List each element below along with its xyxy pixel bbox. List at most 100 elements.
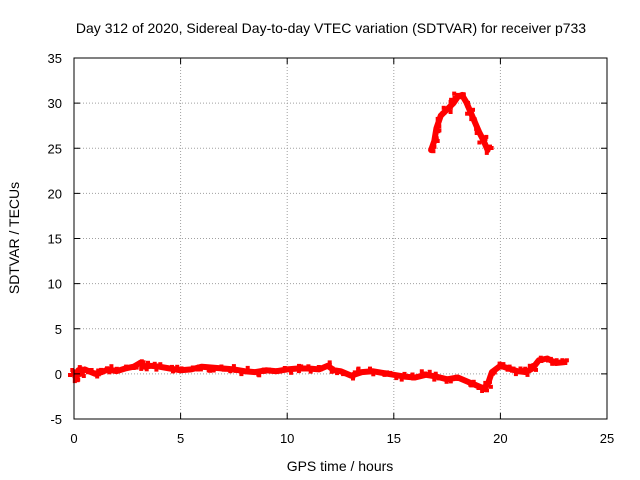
y-tick-label: 20 xyxy=(48,186,62,201)
data-point xyxy=(72,379,77,384)
data-point xyxy=(329,369,334,374)
data-point xyxy=(400,375,405,380)
data-point xyxy=(441,105,446,110)
data-point xyxy=(539,359,544,363)
data-point xyxy=(89,368,94,372)
data-point xyxy=(198,367,203,372)
data-point xyxy=(497,361,502,366)
data-series-2 xyxy=(428,91,494,155)
data-point xyxy=(352,370,357,375)
data-point xyxy=(324,364,329,368)
data-point xyxy=(551,361,556,366)
data-point xyxy=(124,364,129,369)
data-point xyxy=(483,136,488,141)
data-point xyxy=(261,369,266,374)
data-point xyxy=(306,366,311,371)
data-point xyxy=(456,377,461,381)
data-point xyxy=(434,136,439,141)
data-point xyxy=(317,367,322,372)
data-point xyxy=(276,368,281,372)
data-point xyxy=(233,368,238,373)
data-point xyxy=(527,363,532,368)
data-point xyxy=(231,364,236,369)
data-point xyxy=(436,129,441,134)
data-point xyxy=(257,373,262,378)
x-tick-label: 20 xyxy=(493,431,507,446)
data-point xyxy=(484,150,489,155)
data-point xyxy=(351,374,356,379)
data-point xyxy=(170,364,174,369)
ticks: 0 5 10 15 20 25 -5 0 5 10 15 20 25 30 35 xyxy=(48,51,615,446)
data-point xyxy=(469,117,474,122)
data-point xyxy=(126,366,131,371)
data-point xyxy=(480,389,485,393)
data-point xyxy=(423,371,428,376)
data-point xyxy=(399,377,404,382)
data-point xyxy=(121,366,126,371)
y-tick-label: 10 xyxy=(48,277,62,292)
data-point xyxy=(452,91,457,96)
data-point xyxy=(437,124,442,129)
data-point xyxy=(75,369,80,374)
data-point xyxy=(266,367,271,372)
data-point xyxy=(100,370,105,375)
data-point xyxy=(152,361,157,366)
data-point xyxy=(385,370,390,375)
y-axis-label: SDTVAR / TECUs xyxy=(6,182,22,294)
data-point xyxy=(287,366,291,371)
data-point xyxy=(554,358,559,363)
data-point xyxy=(296,369,301,374)
data-point xyxy=(432,144,437,149)
data-point xyxy=(297,363,301,368)
data-point xyxy=(68,373,72,377)
data-point xyxy=(546,358,551,363)
data-point xyxy=(466,103,471,108)
data-point xyxy=(219,364,224,369)
data-point xyxy=(461,92,466,97)
data-point xyxy=(327,360,332,365)
data-point xyxy=(77,365,82,370)
data-point xyxy=(485,388,489,393)
data-point xyxy=(448,105,453,110)
data-point xyxy=(435,116,440,121)
data-point xyxy=(388,370,393,375)
data-point xyxy=(79,371,84,376)
data-point xyxy=(84,367,89,372)
x-axis-label: GPS time / hours xyxy=(287,458,394,474)
data-point xyxy=(299,364,304,369)
data-point xyxy=(432,377,437,382)
y-tick-label: -5 xyxy=(50,412,62,427)
data-point xyxy=(563,361,568,365)
data-point xyxy=(255,369,260,374)
data-point xyxy=(511,366,516,371)
data-point xyxy=(105,366,109,371)
data-point xyxy=(141,363,145,368)
data-point xyxy=(330,366,335,371)
x-tick-label: 0 xyxy=(70,431,77,446)
data-point xyxy=(351,376,355,381)
data-point xyxy=(211,368,216,373)
data-point xyxy=(448,110,453,114)
data-point xyxy=(92,370,97,375)
data-point xyxy=(431,149,436,154)
data-point xyxy=(427,369,432,374)
y-tick-label: 0 xyxy=(55,367,62,382)
data-point xyxy=(499,363,504,368)
data-point xyxy=(531,363,536,368)
data-point xyxy=(510,368,515,373)
data-point xyxy=(505,367,510,372)
data-point xyxy=(419,369,424,374)
data-point xyxy=(446,377,451,382)
data-point xyxy=(382,372,387,377)
data-point xyxy=(535,359,540,364)
data-point xyxy=(81,374,86,378)
data-point xyxy=(196,364,201,369)
data-point xyxy=(218,366,223,371)
data-point xyxy=(521,368,526,373)
data-point xyxy=(513,372,518,377)
chart-title: Day 312 of 2020, Sidereal Day-to-day VTE… xyxy=(76,20,586,36)
data-point xyxy=(472,382,477,387)
data-point xyxy=(466,100,470,105)
